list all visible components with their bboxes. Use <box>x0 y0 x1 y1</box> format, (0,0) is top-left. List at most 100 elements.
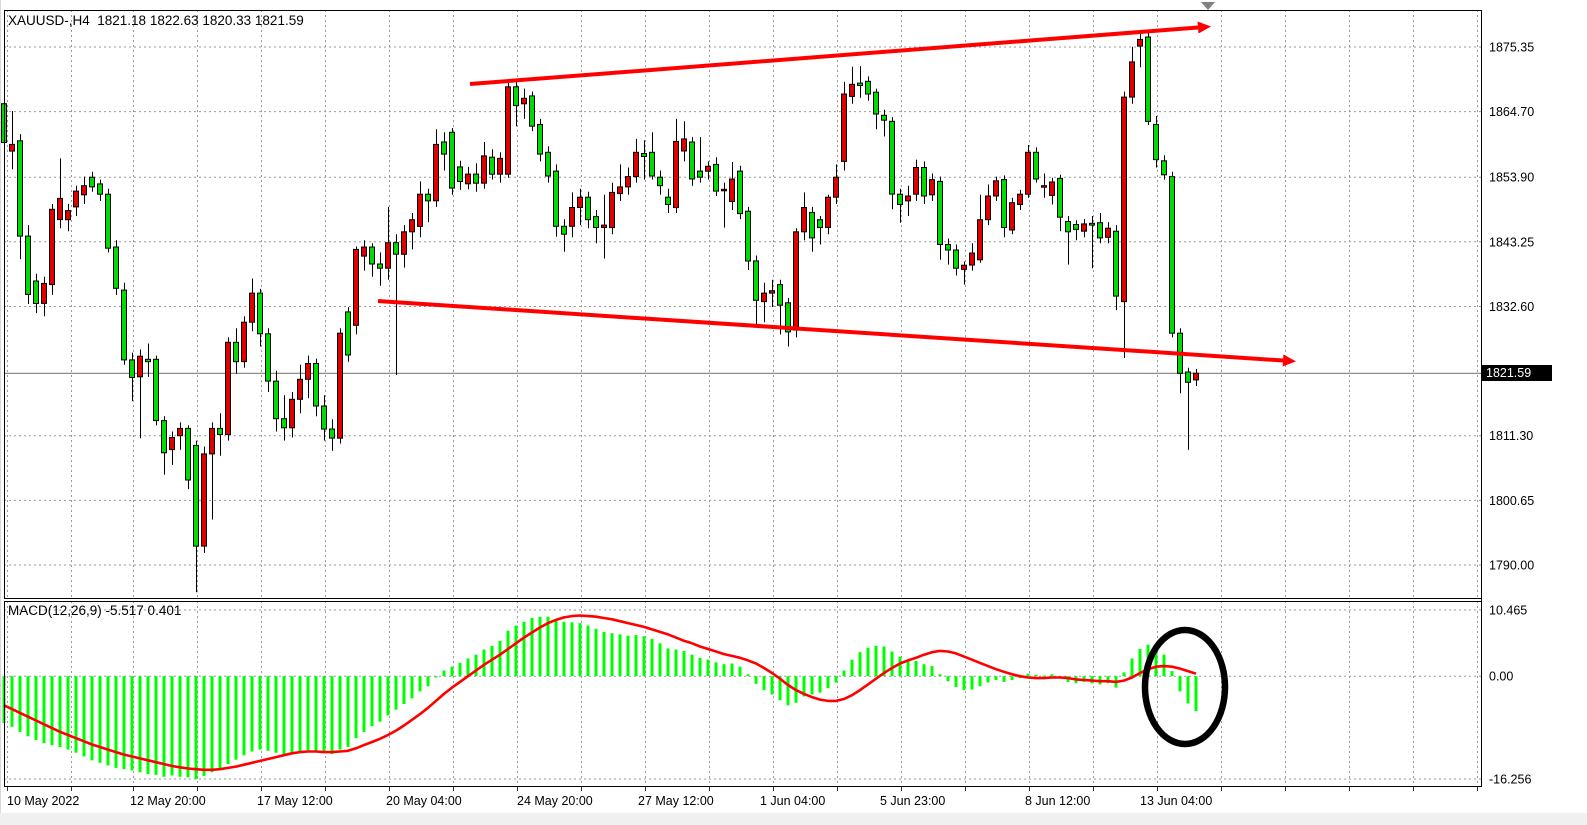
candle <box>657 170 663 195</box>
candle <box>1017 189 1023 210</box>
candle <box>105 188 111 253</box>
candle <box>377 252 383 286</box>
candle <box>201 446 207 553</box>
candle <box>1145 32 1151 125</box>
candle <box>777 279 783 335</box>
panel-borders <box>4 10 1482 787</box>
candle <box>937 176 943 260</box>
price-axis-label: 1875.35 <box>1489 41 1534 55</box>
time-axis-label: 1 Jun 04:00 <box>760 794 825 808</box>
candle <box>209 422 215 520</box>
price-axis-label: 1832.60 <box>1489 300 1534 314</box>
time-axis-label: 8 Jun 12:00 <box>1025 794 1090 808</box>
candle <box>345 307 351 362</box>
candle <box>529 91 535 132</box>
candle <box>801 192 807 241</box>
candle <box>841 81 847 171</box>
candle <box>1121 91 1127 358</box>
candle <box>729 162 735 210</box>
candle <box>73 185 79 216</box>
price-axis[interactable]: 1875.35 1864.70 1853.90 1843.25 1832.60 1811.… <box>1489 41 1534 573</box>
candle <box>969 243 975 271</box>
price-axis-label: 1843.25 <box>1489 235 1534 249</box>
candle <box>553 164 559 237</box>
candle <box>865 76 871 101</box>
current-price-tag: 1821.59 <box>1482 365 1552 381</box>
candle <box>921 161 927 204</box>
candle <box>673 118 679 213</box>
time-axis-label: 24 May 20:00 <box>517 794 593 808</box>
candle <box>977 194 983 263</box>
candle <box>177 422 183 450</box>
candle <box>329 419 335 451</box>
time-axis-label: 20 May 04:00 <box>386 794 462 808</box>
candle <box>697 137 703 183</box>
candle <box>953 244 959 276</box>
candle <box>1137 31 1143 68</box>
candle <box>857 66 863 98</box>
time-axis-label: 13 Jun 04:00 <box>1140 794 1212 808</box>
candle <box>665 188 671 213</box>
candle <box>577 188 583 226</box>
candle <box>809 206 815 252</box>
chart-shift-marker-icon[interactable] <box>1201 2 1215 10</box>
candle <box>617 164 623 201</box>
candle <box>849 66 855 104</box>
candle <box>721 182 727 228</box>
candle <box>593 210 599 244</box>
candle <box>497 152 503 183</box>
candle <box>505 81 511 178</box>
lower-trendline-arrow[interactable] <box>377 299 1296 367</box>
candle <box>457 160 463 190</box>
candle <box>481 142 487 189</box>
candle <box>1025 145 1031 198</box>
candle <box>41 276 47 317</box>
candle <box>305 355 311 399</box>
macd-axis-label: -16.256 <box>1489 773 1531 787</box>
price-axis-label: 1790.00 <box>1489 558 1534 572</box>
candle <box>785 298 791 347</box>
time-axis[interactable]: 10 May 2022 12 May 20:00 17 May 12:00 20 Ma… <box>7 794 1212 808</box>
window-bottom-strip <box>0 813 1587 825</box>
candle <box>249 278 255 332</box>
candle <box>433 129 439 207</box>
candle <box>17 134 23 260</box>
macd-axis-label: 10.465 <box>1489 604 1527 618</box>
candle <box>961 261 967 285</box>
candle <box>441 132 447 171</box>
macd-highlight-ellipse[interactable] <box>1141 626 1229 748</box>
candle <box>945 238 951 265</box>
candle <box>713 157 719 196</box>
candle <box>337 328 343 444</box>
candle <box>225 337 231 441</box>
candle <box>569 192 575 238</box>
candle <box>913 159 919 201</box>
macd-axis[interactable]: 10.465 0.00 -16.256 <box>1489 604 1531 787</box>
candle <box>745 206 751 270</box>
candle <box>537 118 543 162</box>
candle <box>153 355 159 426</box>
macd-histogram <box>2 616 1198 779</box>
candle <box>561 219 567 252</box>
candle <box>681 121 687 162</box>
candle <box>825 194 831 235</box>
candle <box>425 188 431 223</box>
candle <box>97 179 103 201</box>
candle <box>1129 46 1135 104</box>
candle <box>145 343 151 377</box>
candle <box>321 395 327 441</box>
price-axis-label: 1811.30 <box>1489 429 1533 443</box>
candle <box>881 109 887 137</box>
candle <box>1065 216 1071 265</box>
candle <box>313 358 319 417</box>
candle <box>609 182 615 235</box>
candle <box>193 440 199 593</box>
candle <box>489 149 495 180</box>
upper-trendline-arrow[interactable] <box>469 21 1211 86</box>
candle <box>1001 175 1007 238</box>
price-axis-label: 1864.70 <box>1489 105 1534 119</box>
candle <box>297 364 303 414</box>
candle <box>985 184 991 226</box>
candle <box>393 234 399 375</box>
